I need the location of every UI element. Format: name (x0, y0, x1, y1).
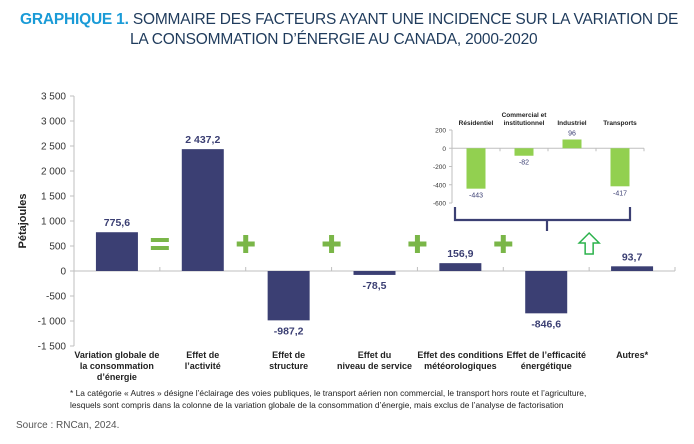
inset-y-tick-label: -600 (433, 201, 446, 208)
bar-value-label: -987,2 (274, 325, 304, 337)
x-category-label: d’énergie (97, 372, 137, 382)
inset-bar-value-label: -417 (613, 190, 627, 197)
y-tick-label: -1 500 (38, 342, 67, 353)
bar (611, 266, 654, 271)
inset-category-label: Transports (603, 120, 637, 127)
x-category-label: météorologiques (424, 361, 497, 371)
plus-sign (243, 235, 249, 253)
y-tick-label: 2 500 (41, 142, 66, 153)
bar-value-label: 775,6 (104, 217, 130, 229)
bar-value-label: -78,5 (363, 280, 387, 292)
bar (267, 271, 310, 321)
up-arrow-icon (577, 231, 601, 255)
plus-sign (500, 235, 506, 253)
y-tick-label: -1 000 (38, 317, 67, 328)
x-category-label: structure (269, 361, 308, 371)
inset-category-label: Commercial et (502, 112, 548, 119)
bracket (453, 207, 632, 222)
y-tick-label: 0 (60, 267, 66, 278)
bar (353, 271, 396, 275)
x-category-label: la consommation (80, 361, 154, 371)
x-category-label: Effet du (358, 350, 392, 360)
inset-bar (466, 148, 486, 189)
x-category-label: Variation globale de (74, 350, 159, 360)
bar (439, 263, 482, 271)
bar (181, 149, 224, 271)
x-category-label: l’activité (185, 361, 221, 371)
y-tick-label: 1 500 (41, 192, 66, 203)
x-category-label: Effet de (186, 350, 219, 360)
plus-sign (414, 235, 420, 253)
bar-value-label: 2 437,2 (185, 134, 220, 146)
bar-value-label: 93,7 (622, 251, 643, 263)
title-prefix: GRAPHIQUE 1. (20, 11, 129, 28)
x-category-label: Effet des conditions (417, 350, 503, 360)
y-tick-label: 1 000 (41, 217, 66, 228)
y-tick-label: -500 (46, 292, 66, 303)
inset-bar (514, 148, 534, 156)
title-line-1: SOMMAIRE DES FACTEURS AYANT UNE INCIDENC… (132, 11, 679, 28)
title-line-2: LA CONSOMMATION D’ÉNERGIE AU CANADA, 200… (130, 31, 538, 48)
inset-bar-value-label: -82 (519, 160, 529, 167)
footnote-line-1: * La catégorie « Autres » désigne l’écla… (70, 388, 587, 398)
y-tick-label: 3 500 (41, 92, 66, 103)
bar (525, 271, 568, 314)
inset-bar (562, 139, 582, 149)
bar-value-label: -846,6 (531, 318, 561, 330)
y-axis-title: Pétajoules (17, 193, 29, 248)
inset-bar-value-label: 96 (568, 130, 576, 137)
inset-y-tick-label: -200 (433, 164, 446, 171)
y-tick-label: 2 000 (41, 167, 66, 178)
inset-y-tick-label: 0 (442, 146, 446, 153)
x-category-label: Effet de (272, 350, 305, 360)
bar (95, 232, 138, 271)
equals-sign (150, 246, 169, 250)
equals-sign (150, 238, 169, 242)
footnote: * La catégorie « Autres » désigne l’écla… (70, 387, 586, 411)
inset-category-label: Résidentiel (459, 120, 494, 127)
x-category-label: niveau de service (337, 361, 412, 371)
inset-category-label: institutionnel (504, 120, 545, 127)
x-category-label: Autres* (616, 350, 649, 360)
x-category-label: énergétique (521, 361, 572, 371)
inset-bar (610, 148, 630, 187)
inset-category-label: Industriel (557, 120, 586, 127)
inset-y-tick-label: 200 (435, 128, 446, 135)
footnote-line-2: lesquels sont compris dans la colonne de… (70, 400, 564, 410)
inset-bar-value-label: -443 (469, 193, 483, 200)
plus-sign (329, 235, 335, 253)
source-note: Source : RNCan, 2024. (16, 420, 120, 431)
y-tick-label: 500 (49, 242, 66, 253)
x-category-label: Effet de l’efficacité (506, 350, 586, 360)
inset-y-tick-label: -400 (433, 182, 446, 189)
y-tick-label: 3 000 (41, 117, 66, 128)
bar-value-label: 156,9 (447, 248, 473, 260)
